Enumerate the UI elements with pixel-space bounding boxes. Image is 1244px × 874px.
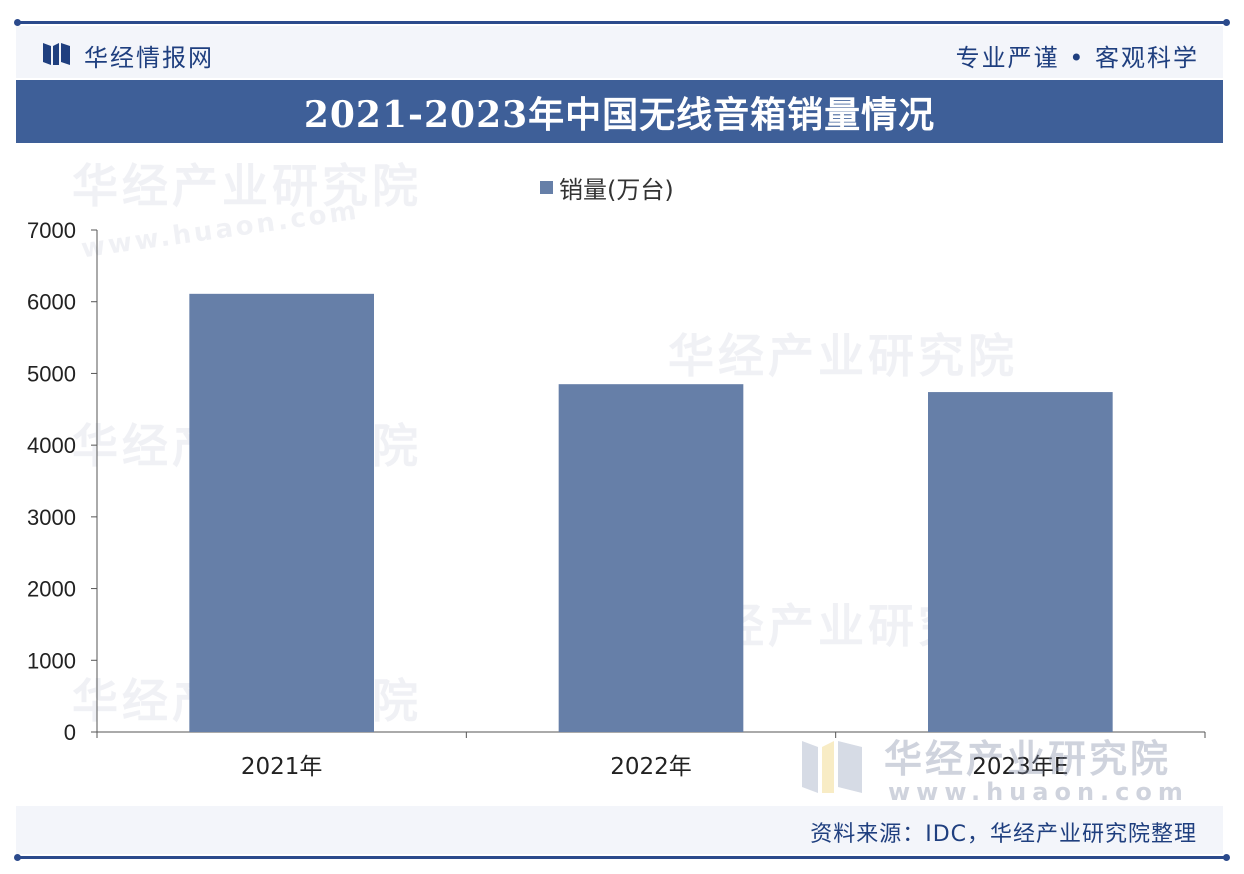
brand-header: 华经情报网 专业严谨 • 客观科学 bbox=[16, 26, 1223, 78]
legend-label: 销量(万台) bbox=[559, 176, 674, 204]
bar bbox=[928, 392, 1113, 732]
watermark-url-large: www.huaon.com bbox=[888, 778, 1189, 806]
footer: 资料来源：IDC，华经产业研究院整理 bbox=[16, 806, 1223, 854]
chart-title: 2021-2023年中国无线音箱销量情况 bbox=[303, 93, 936, 136]
bar bbox=[558, 384, 744, 732]
source-note: 资料来源：IDC，华经产业研究院整理 bbox=[810, 822, 1197, 847]
watermark-brand-large: 华经产业研究院 bbox=[884, 737, 1172, 781]
huajing-logo-icon bbox=[43, 43, 70, 65]
y-tick-label: 6000 bbox=[27, 290, 76, 315]
top-rule bbox=[14, 19, 1230, 26]
bar bbox=[189, 293, 374, 732]
x-tick-label: 2023年E bbox=[972, 754, 1068, 780]
y-tick-label: 3000 bbox=[27, 505, 76, 530]
y-tick-label: 7000 bbox=[27, 218, 76, 243]
y-tick-label: 4000 bbox=[27, 433, 76, 458]
slogan: 专业严谨 • 客观科学 bbox=[955, 44, 1199, 72]
title-bar: 2021-2023年中国无线音箱销量情况 bbox=[16, 80, 1223, 143]
legend: 销量(万台) bbox=[540, 170, 674, 205]
x-tick-label: 2022年 bbox=[610, 754, 692, 780]
watermark-logo-icon bbox=[802, 741, 862, 793]
legend-swatch bbox=[540, 181, 553, 194]
y-tick-label: 0 bbox=[64, 720, 76, 745]
bottom-rule bbox=[14, 854, 1230, 861]
y-tick-label: 2000 bbox=[27, 577, 76, 602]
y-tick-label: 1000 bbox=[27, 648, 76, 673]
y-tick-label: 5000 bbox=[27, 361, 76, 386]
x-tick-label: 2021年 bbox=[241, 754, 323, 780]
site-name: 华经情报网 bbox=[84, 44, 214, 72]
